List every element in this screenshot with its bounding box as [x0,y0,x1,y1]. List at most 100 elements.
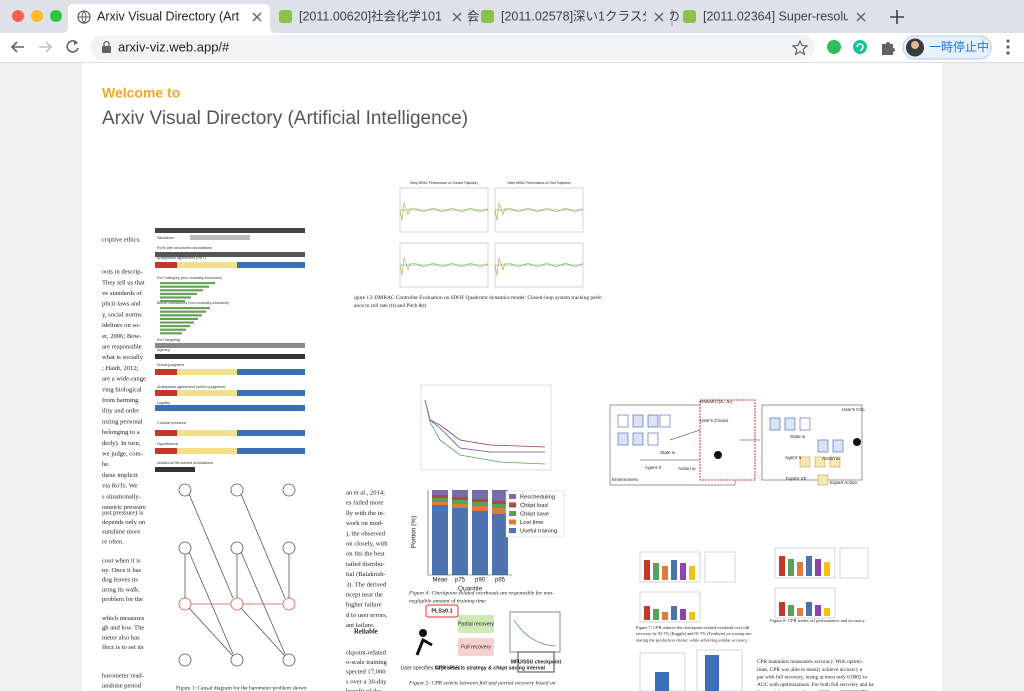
tab-title[interactable]: [2011.02578]深い1クラス分類の [501,9,680,23]
figure-shape [177,262,237,268]
lock-icon[interactable] [103,40,110,47]
figure-shape [797,608,803,616]
document-icon [632,414,644,428]
extension-evernote[interactable] [827,40,841,54]
document-icon [817,474,829,486]
tab-close[interactable] [654,12,664,22]
figure-shape [452,497,468,500]
figure-line [188,607,234,657]
figure-shape [160,310,206,313]
figure-shape [160,289,203,292]
document-icon [659,414,671,428]
profile-avatar[interactable] [911,41,919,49]
figure-text: ), the observed [346,530,386,537]
menu-button[interactable] [1006,51,1010,55]
figure-shape [662,612,668,620]
figure-shape [492,501,508,504]
minimize-window[interactable] [31,10,43,22]
content-panel [82,63,942,691]
tab-favicon [78,10,90,24]
figure-shape [160,325,190,328]
figure-shape [237,369,305,375]
figure-shape [472,502,488,506]
legend-swatch [509,494,516,499]
tab-close[interactable] [252,12,262,22]
figure-shape [155,448,177,454]
new-tab[interactable] [890,10,904,24]
figure-text: derly). In turn, [102,440,141,447]
legend-swatch [509,519,516,525]
figure-text: Reward r(sₜ, aₜ) [700,399,732,404]
legend-swatch [509,511,516,516]
figure-text: uring its walk. [102,586,140,593]
extension-grammarly[interactable] [853,40,867,54]
figure-text: nizing personal [102,418,143,425]
tab-title[interactable]: Arxiv Visual Directory (Artificial [97,9,267,23]
figure-shape [177,430,237,436]
figure-text: from harming [102,397,139,404]
figure-text: Action aₜ [678,466,697,471]
figure-text: s situationally- [102,493,141,500]
figure-text: re often. [102,538,124,545]
reload-button[interactable] [74,40,78,45]
lock-icon[interactable] [102,46,111,53]
figure-shape [680,563,686,580]
figure-line [188,551,234,655]
user-icon [714,451,722,459]
address-bar[interactable] [90,35,815,60]
figure-text: RoTs with structured annotations [157,246,212,250]
document-icon [832,439,844,453]
figure-text: ulating the production cluster, while ac… [636,637,748,643]
page-title: Arxiv Visual Directory (Artificial Intel… [102,108,468,129]
user-icon [419,629,427,637]
figure-text: ckpoint-related [346,650,387,657]
back-button[interactable] [10,41,24,53]
figure-text: on fits the best [346,551,385,558]
figure-shape [155,343,305,348]
tab-close[interactable] [856,12,866,22]
figure-text: Useful training [520,529,557,535]
figure-text: on closely, with [346,541,388,548]
figure-shape [806,602,812,616]
tab-title[interactable]: [2011.02364] Super-resolution [703,9,870,23]
tab-close[interactable] [452,12,462,22]
tab-title[interactable]: [2011.00620]社会化学101：社会 [299,8,480,23]
maximize-window[interactable] [50,10,62,22]
bookmark-star[interactable] [791,39,809,56]
document-icon [647,432,659,446]
tab-fade [240,5,268,29]
figure-shape [160,314,202,317]
figure-shape [432,490,448,495]
figure-text: unshine period [102,682,142,689]
profile-button[interactable] [902,35,992,60]
figure-text: er, 2006; Bow- [102,333,141,340]
tab-favicon [481,10,494,23]
figure-shape [680,609,686,620]
figure-text: p95 [495,578,506,584]
figure-shape [788,605,794,616]
url[interactable]: arxiv-viz.web.app/# [118,39,230,54]
menu-button[interactable] [1006,45,1010,49]
plot-panel [704,551,736,583]
figure-text: Legality [157,401,170,405]
profile-status[interactable]: 一時停止中 [929,39,989,54]
figure-text: plicit laws and [102,301,141,308]
active-tab[interactable] [62,4,276,33]
figure-text: Rescheduling [520,495,555,501]
menu-button[interactable] [1006,39,1010,43]
figure-shape [155,430,177,436]
figure-text: Hypothetical [157,442,178,446]
figure-text: he. [102,461,110,468]
figure-text: o-scale training [346,659,388,666]
legend-swatch [509,502,516,508]
figure-text: y, social norms [102,311,142,318]
forward-button[interactable] [39,41,53,53]
figure-text: idelines on so- [102,322,140,329]
extensions-menu[interactable] [882,42,895,55]
close-window[interactable] [12,10,24,22]
figure-text: Additional Structured Annotations [157,461,213,465]
document-icon [617,414,629,428]
extension-grammarly[interactable] [856,43,864,51]
figure-text: ility and order [102,408,140,415]
